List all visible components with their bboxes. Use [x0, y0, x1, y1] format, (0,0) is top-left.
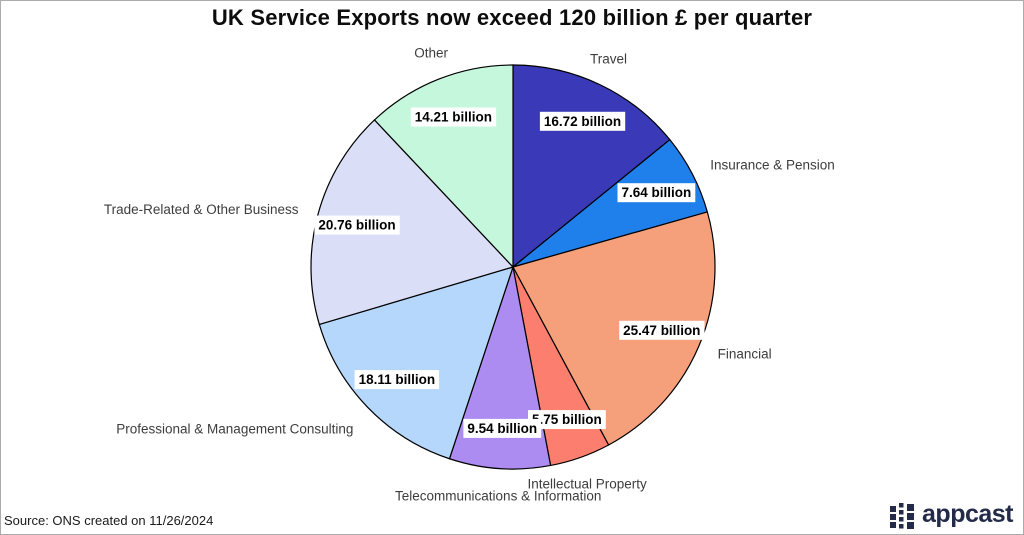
- dot-grid-icon: [890, 503, 915, 529]
- logo-text: appcast: [922, 500, 1013, 528]
- pie-slice-professional-management-consulting: [318, 266, 514, 460]
- source-note: Source: ONS created on 11/26/2024: [4, 513, 214, 528]
- value-label-box-insurance-pension: [617, 183, 696, 203]
- value-label-intellectual-property: 5.75 billion: [532, 412, 602, 427]
- value-label-insurance-pension: 7.64 billion: [622, 185, 692, 200]
- value-label-telecommunications-information: 9.54 billion: [467, 421, 537, 436]
- value-label-other: 14.21 billion: [415, 110, 492, 125]
- value-label-financial: 25.47 billion: [623, 323, 700, 338]
- value-label-box-intellectual-property: [528, 410, 606, 430]
- appcast-logo: appcast: [890, 500, 1013, 529]
- value-label-box-financial: [619, 320, 705, 340]
- category-label-other: Other: [414, 46, 448, 61]
- chart-title: UK Service Exports now exceed 120 billio…: [211, 5, 813, 30]
- category-label-professional-management-consulting: Professional & Management Consulting: [116, 422, 353, 437]
- category-label-financial: Financial: [718, 346, 772, 361]
- value-label-trade-related-other-business: 20.76 billion: [318, 218, 395, 233]
- value-label-box-other: [410, 107, 497, 127]
- value-label-box-professional-management-consulting: [354, 370, 440, 390]
- value-label-professional-management-consulting: 18.11 billion: [359, 372, 436, 387]
- pie-slice-financial: [512, 211, 716, 446]
- category-label-telecommunications-information: Telecommunications & Information: [395, 489, 601, 504]
- value-label-box-travel: [539, 111, 626, 131]
- category-label-insurance-pension: Insurance & Pension: [710, 157, 835, 172]
- category-label-intellectual-property: Intellectual Property: [527, 477, 647, 492]
- value-label-travel: 16.72 billion: [544, 114, 621, 129]
- pie-slice-telecommunications-information: [448, 264, 552, 470]
- value-label-box-trade-related-other-business: [314, 215, 400, 235]
- value-label-box-telecommunications-information: [463, 418, 542, 438]
- category-label-travel: Travel: [590, 51, 627, 66]
- category-label-trade-related-other-business: Trade-Related & Other Business: [104, 202, 299, 217]
- pie-slice-trade-related-other-business: [310, 119, 515, 326]
